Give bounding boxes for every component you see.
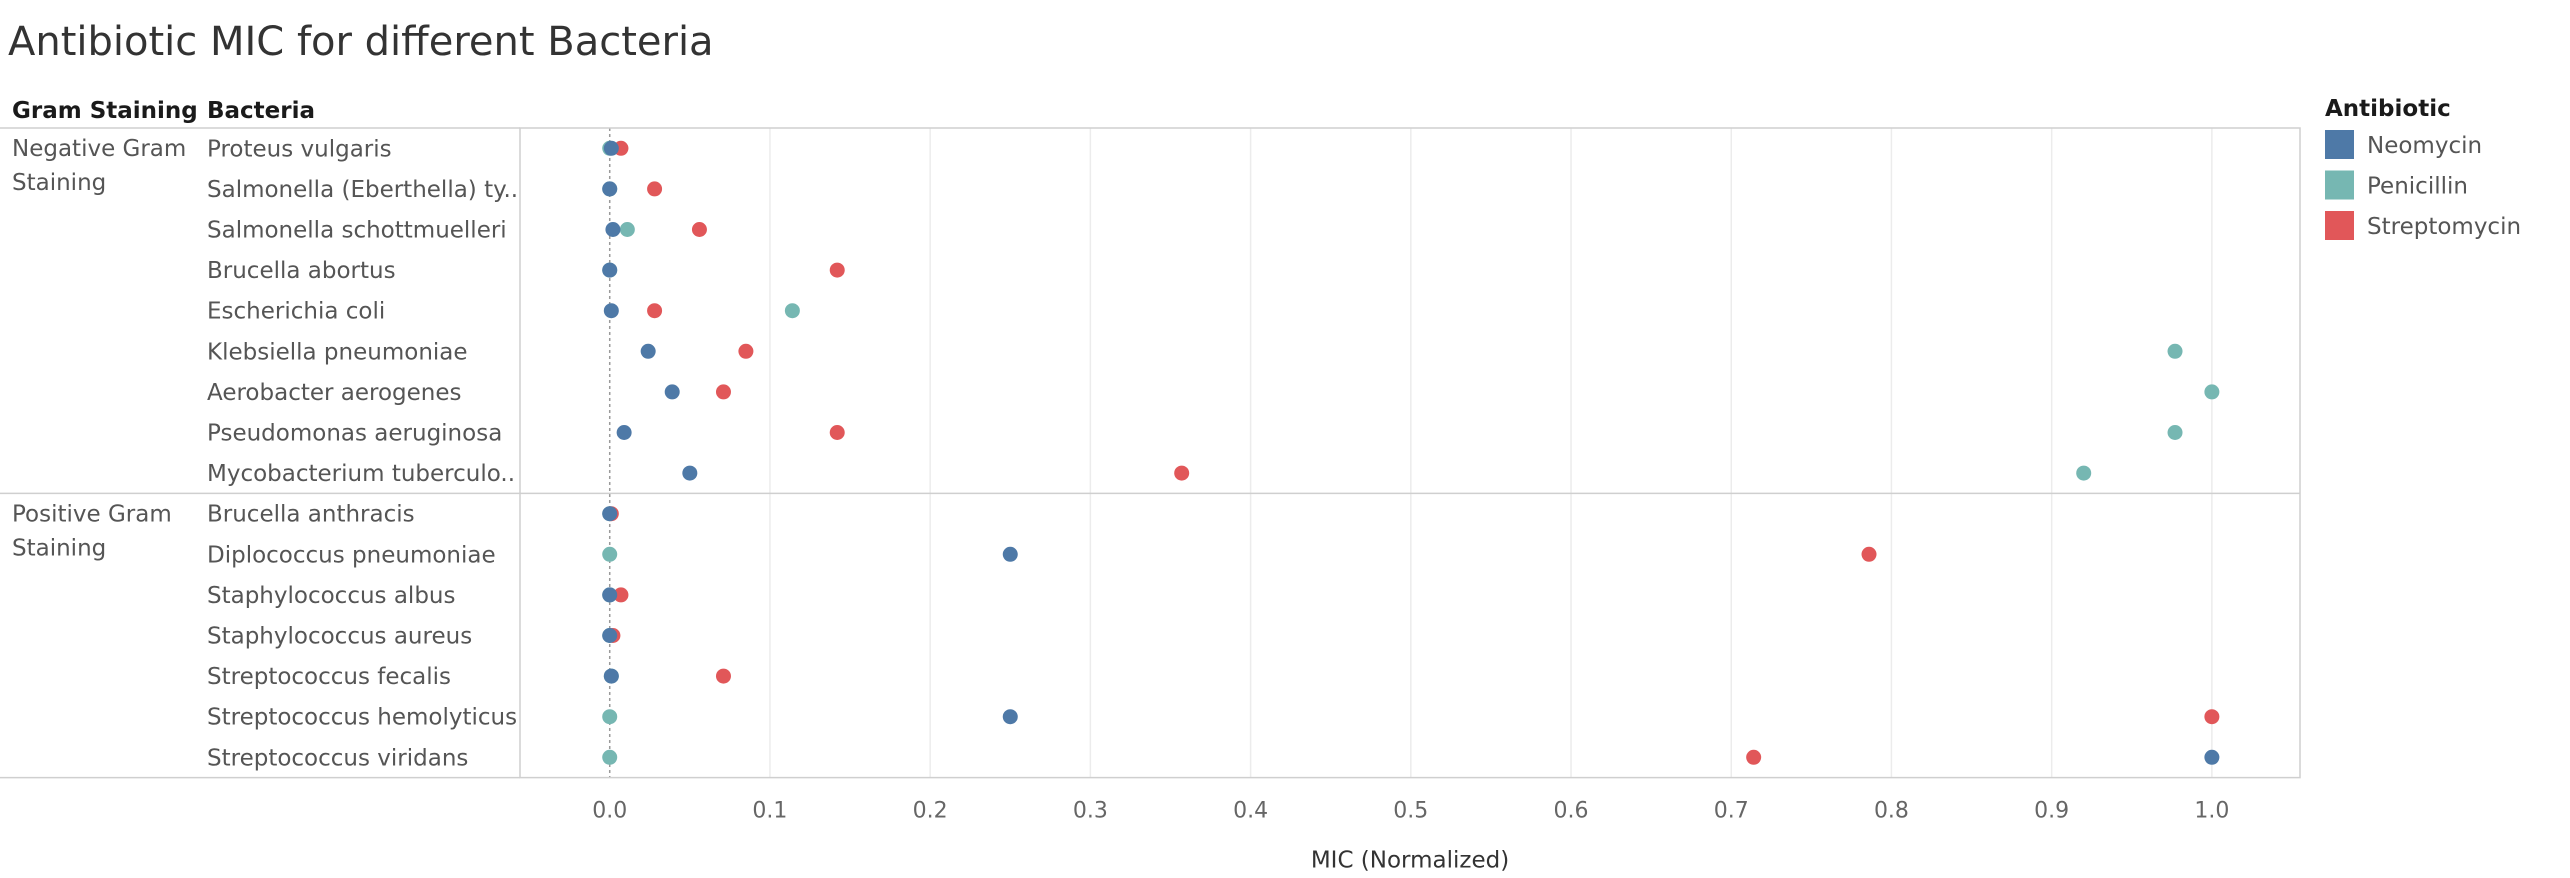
bacteria-label: Salmonella schottmuelleri [207,218,507,244]
bacteria-label: Mycobacterium tuberculo.. [207,461,515,487]
dot-streptomycin[interactable] [1861,546,1877,562]
dot-neomycin[interactable] [602,181,618,197]
bacteria-label: Streptococcus viridans [207,745,468,771]
bacteria-label: Brucella abortus [207,258,396,284]
dot-streptomycin[interactable] [829,262,845,278]
legend-swatch-penicillin [2325,170,2354,200]
x-tick-label: 0.1 [752,799,787,824]
bacteria-label: Streptococcus fecalis [207,664,451,690]
bacteria-label: Pseudomonas aeruginosa [207,421,502,447]
x-tick-label: 0.0 [592,799,627,824]
bacteria-label: Streptococcus hemolyticus [207,705,517,731]
legend-title: Antibiotic [2325,96,2451,122]
dot-streptomycin[interactable] [829,425,845,440]
dot-streptomycin[interactable] [647,181,663,197]
dot-neomycin[interactable] [603,140,619,156]
x-tick-label: 0.7 [1714,799,1749,824]
dot-penicillin[interactable] [2167,425,2183,440]
bacteria-label: Salmonella (Eberthella) ty.. [207,177,518,203]
legend-item-label: Neomycin [2367,133,2482,159]
dot-streptomycin[interactable] [647,303,663,319]
dot-neomycin[interactable] [640,343,656,359]
legend-item-label: Penicillin [2367,174,2468,200]
bacteria-label: Diplococcus pneumoniae [207,542,496,568]
dot-penicillin[interactable] [602,749,618,765]
dot-neomycin[interactable] [602,628,618,643]
bacteria-label: Klebsiella pneumoniae [207,339,468,365]
dot-neomycin[interactable] [664,384,680,400]
dot-neomycin[interactable] [1002,709,1018,725]
dot-streptomycin[interactable] [691,222,707,237]
dot-penicillin[interactable] [2076,465,2092,481]
dot-streptomycin[interactable] [715,384,731,400]
dot-penicillin[interactable] [602,709,618,725]
x-tick-label: 0.9 [2034,799,2069,824]
dot-penicillin[interactable] [619,222,635,237]
group-label: Positive Gram [12,501,172,527]
chart-title: Antibiotic MIC for different Bacteria [8,19,714,65]
dot-streptomycin[interactable] [738,343,754,359]
dot-streptomycin[interactable] [1174,465,1190,481]
legend-swatch-neomycin [2325,130,2354,159]
row-header-bacteria: Bacteria [207,98,315,124]
dot-streptomycin[interactable] [715,668,731,684]
bacteria-label: Proteus vulgaris [207,136,392,162]
legend-swatch-streptomycin [2325,211,2354,240]
dot-neomycin[interactable] [2204,749,2220,765]
x-tick-label: 0.4 [1233,799,1268,824]
bacteria-label: Escherichia coli [207,299,385,325]
dot-neomycin[interactable] [605,222,621,237]
dot-neomycin[interactable] [602,262,618,278]
bacteria-label: Staphylococcus aureus [207,624,472,650]
group-label: Negative Gram [12,136,186,162]
x-tick-label: 0.3 [1073,799,1108,824]
dot-neomycin[interactable] [603,668,619,684]
dot-neomycin[interactable] [602,506,618,522]
x-axis-title: MIC (Normalized) [1311,848,1509,874]
dot-neomycin[interactable] [603,303,619,319]
x-tick-label: 0.6 [1554,799,1589,824]
dot-penicillin[interactable] [602,546,618,562]
dot-streptomycin[interactable] [1746,749,1762,765]
plot-frame [519,127,2301,779]
dot-penicillin[interactable] [2167,343,2183,359]
x-tick-label: 0.5 [1393,799,1428,824]
dot-streptomycin[interactable] [2204,709,2220,725]
dot-neomycin[interactable] [1002,546,1018,562]
dot-neomycin[interactable] [602,587,618,603]
row-header-gram-staining: Gram Staining [12,98,198,124]
dot-neomycin[interactable] [682,465,698,481]
x-tick-label: 0.2 [913,799,948,824]
dot-penicillin[interactable] [2204,384,2220,400]
dot-penicillin[interactable] [784,303,800,319]
bacteria-label: Aerobacter aerogenes [207,380,462,406]
dot-neomycin[interactable] [616,425,632,440]
group-label: Staining [12,170,106,196]
bacteria-label: Staphylococcus albus [207,583,456,609]
dot-streptomycin[interactable] [613,587,629,603]
group-label: Staining [12,535,106,561]
bacteria-label: Brucella anthracis [207,502,415,528]
legend-item-label: Streptomycin [2367,214,2521,240]
x-tick-label: 0.8 [1874,799,1909,824]
x-tick-label: 1.0 [2194,799,2229,824]
